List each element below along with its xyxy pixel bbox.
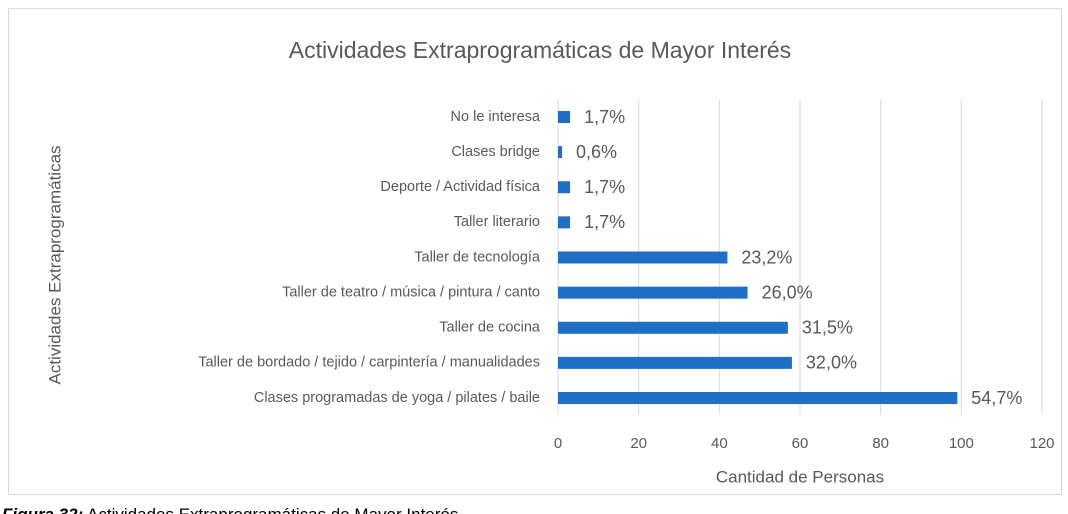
- x-tick-label: 20: [630, 435, 647, 452]
- bar: [558, 181, 571, 194]
- data-label: 31,5%: [802, 318, 853, 338]
- caption-text: Actividades Extraprogramáticas de Mayor …: [83, 505, 458, 514]
- y-tick-label: Taller de bordado / tejido / carpintería…: [198, 355, 540, 371]
- y-tick-label: Taller de teatro / música / pintura / ca…: [282, 284, 540, 300]
- y-tick-label: Clases programadas de yoga / pilates / b…: [254, 390, 540, 406]
- y-tick-label: Taller de cocina: [439, 320, 541, 336]
- data-label: 54,7%: [971, 388, 1022, 408]
- data-label: 1,7%: [584, 177, 625, 197]
- data-label: 1,7%: [584, 212, 625, 232]
- caption-label: Figura 32:: [2, 505, 83, 514]
- y-axis-title: Actividades Extraprogramáticas: [45, 145, 64, 384]
- x-tick-label: 100: [949, 435, 974, 452]
- y-tick-label: Taller literario: [454, 214, 540, 230]
- y-tick-label: Clases bridge: [451, 144, 540, 160]
- bar: [558, 111, 571, 123]
- x-tick-label: 0: [554, 435, 562, 452]
- data-label: 0,6%: [576, 142, 617, 162]
- bar: [558, 146, 563, 159]
- bar: [558, 286, 748, 299]
- chart-title: Actividades Extraprogramáticas de Mayor …: [289, 37, 791, 63]
- y-tick-label: Deporte / Actividad física: [380, 179, 541, 195]
- data-label: 1,7%: [584, 107, 625, 127]
- bar: [558, 356, 792, 369]
- caption: Figura 32: Actividades Extraprogramática…: [2, 505, 458, 514]
- x-tick-label: 40: [711, 435, 728, 452]
- x-tick-label: 60: [792, 435, 809, 452]
- bar: [558, 321, 788, 334]
- x-axis-title: Cantidad de Personas: [716, 467, 884, 486]
- bar: [558, 216, 571, 229]
- bar: [558, 251, 728, 264]
- data-label: 32,0%: [806, 353, 857, 373]
- data-label: 23,2%: [741, 247, 792, 267]
- data-label: 26,0%: [762, 282, 813, 302]
- x-tick-label: 120: [1029, 435, 1054, 452]
- y-tick-label: Taller de tecnología: [414, 249, 541, 265]
- y-tick-label: No le interesa: [451, 109, 541, 125]
- chart-frame: [8, 8, 1062, 495]
- bar: [558, 392, 958, 404]
- x-tick-label: 80: [872, 435, 889, 452]
